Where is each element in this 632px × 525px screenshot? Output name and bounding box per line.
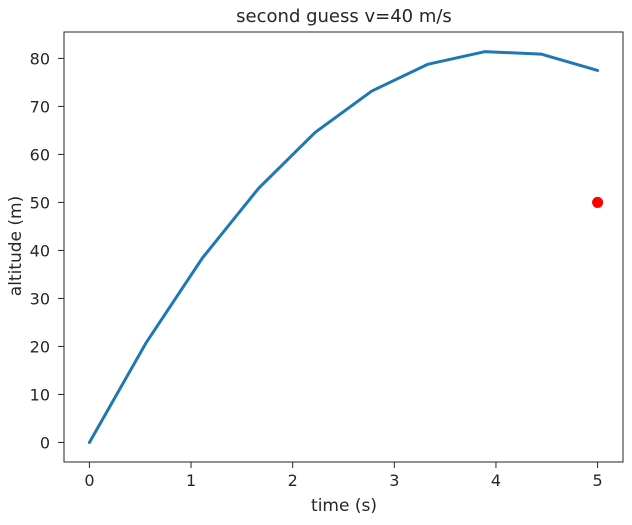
x-tick-label: 4 — [491, 471, 501, 490]
axes-frame — [63, 31, 624, 463]
x-axis-ticks: 0 1 2 3 4 5 — [84, 462, 603, 490]
y-tick-label: 40 — [30, 241, 50, 260]
data-point-marker — [592, 196, 604, 208]
points-layer — [592, 196, 604, 208]
x-tick-label: 2 — [288, 471, 298, 490]
x-tick-label: 0 — [84, 471, 94, 490]
series-layer — [87, 50, 600, 444]
chart-title: second guess v=40 m/s — [236, 6, 452, 27]
x-tick-label: 1 — [186, 471, 196, 490]
y-tick-label: 60 — [30, 145, 50, 164]
series-line — [87, 50, 600, 444]
y-tick-label: 10 — [30, 385, 50, 404]
y-axis-label: altitude (m) — [6, 196, 26, 296]
y-tick-label: 70 — [30, 97, 50, 116]
y-tick-label: 20 — [30, 337, 50, 356]
y-axis-ticks: 0 10 20 30 40 50 60 70 80 — [30, 49, 64, 452]
y-tick-label: 80 — [30, 49, 50, 68]
x-tick-label: 5 — [592, 471, 602, 490]
plot-area-frame — [63, 31, 624, 463]
y-tick-label: 30 — [30, 289, 50, 308]
x-axis-label: time (s) — [311, 496, 377, 516]
x-tick-label: 3 — [389, 471, 399, 490]
y-tick-label: 50 — [30, 193, 50, 212]
y-tick-label: 0 — [40, 433, 50, 452]
